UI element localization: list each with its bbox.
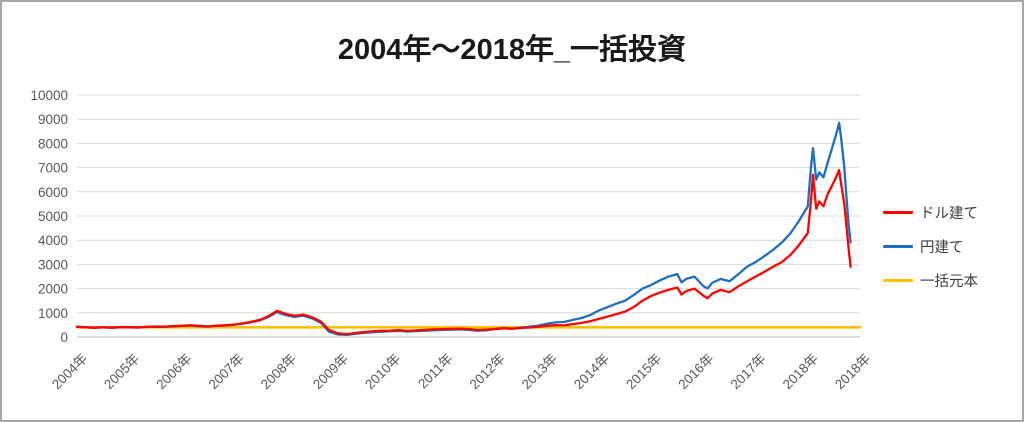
y-tick-label: 4000 bbox=[38, 233, 68, 248]
y-tick-label: 6000 bbox=[38, 185, 68, 200]
legend-line-swatch-dollar bbox=[883, 211, 913, 214]
x-tick-label: 2017年 bbox=[728, 351, 769, 392]
x-tick-label: 2018年 bbox=[780, 351, 821, 392]
x-tick-label: 2014年 bbox=[571, 351, 612, 392]
x-tick-label: 2006年 bbox=[153, 351, 194, 392]
legend-item-yen: 円建て bbox=[883, 236, 978, 257]
y-tick-label: 10000 bbox=[30, 88, 68, 103]
y-tick-label: 8000 bbox=[38, 136, 68, 151]
legend-item-principal: 一括元本 bbox=[883, 270, 978, 291]
legend-line-swatch-yen bbox=[883, 245, 913, 248]
y-tick-label: 9000 bbox=[38, 112, 68, 127]
x-tick-label: 2013年 bbox=[519, 351, 560, 392]
x-tick-label: 2010年 bbox=[362, 351, 403, 392]
x-tick-label: 2018年 bbox=[832, 351, 873, 392]
legend-label-yen: 円建て bbox=[920, 240, 964, 256]
x-tick-label: 2008年 bbox=[258, 351, 299, 392]
x-tick-label: 2009年 bbox=[310, 351, 351, 392]
y-tick-label: 2000 bbox=[38, 282, 68, 297]
x-tick-label: 2011年 bbox=[415, 351, 456, 392]
x-tick-label: 2004年 bbox=[49, 351, 90, 392]
legend-label-principal: 一括元本 bbox=[920, 274, 978, 290]
y-tick-label: 5000 bbox=[38, 209, 68, 224]
x-tick-label: 2007年 bbox=[206, 351, 247, 392]
x-tick-label: 2015年 bbox=[623, 351, 664, 392]
x-tick-label: 2016年 bbox=[675, 351, 716, 392]
legend-item-dollar: ドル建て bbox=[883, 202, 978, 223]
x-tick-label: 2012年 bbox=[467, 351, 508, 392]
legend-label-dollar: ドル建て bbox=[920, 206, 978, 222]
y-tick-label: 3000 bbox=[38, 257, 68, 272]
legend-line-swatch-principal bbox=[883, 279, 913, 282]
series-line-dollar bbox=[75, 168, 852, 336]
y-tick-label: 7000 bbox=[38, 161, 68, 176]
chart-title: 2004年〜2018年_一括投資 bbox=[337, 34, 687, 66]
y-tick-label: 0 bbox=[60, 330, 68, 345]
y-tick-label: 1000 bbox=[38, 306, 68, 321]
legend: ドル建て 円建て 一括元本 bbox=[883, 202, 978, 291]
series-line-yen bbox=[75, 121, 852, 337]
x-tick-label: 2005年 bbox=[101, 351, 142, 392]
